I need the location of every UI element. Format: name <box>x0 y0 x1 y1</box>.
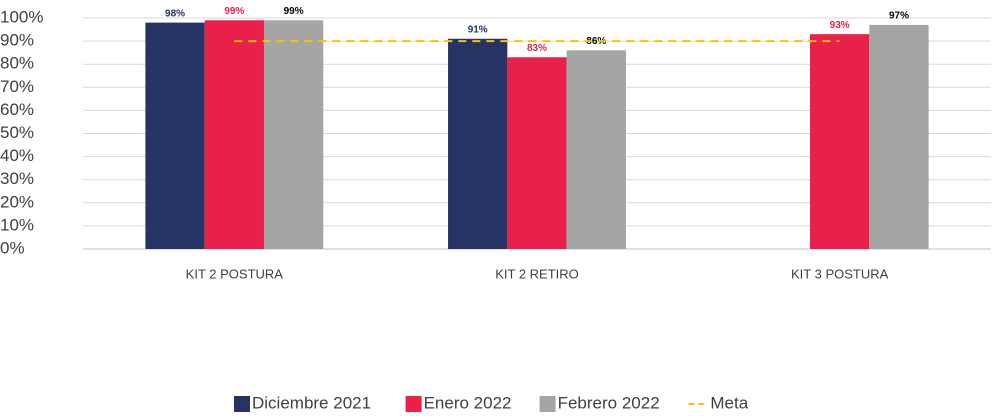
y-tick-label: 70% <box>0 77 34 96</box>
data-label: 86% <box>586 36 606 47</box>
bar <box>566 50 626 250</box>
bar <box>263 20 324 250</box>
data-label: 97% <box>889 11 909 22</box>
y-tick-label: 60% <box>0 100 34 119</box>
y-tick-label: 100% <box>0 7 43 26</box>
x-tick-label: KIT 2 POSTURA <box>186 266 284 281</box>
legend-swatch <box>405 396 422 412</box>
y-tick-label: 40% <box>0 146 34 165</box>
y-tick-label: 20% <box>0 192 34 211</box>
y-tick-label: 80% <box>0 54 34 73</box>
y-tick-label: 10% <box>0 215 34 234</box>
bar <box>145 22 205 250</box>
bar <box>448 38 508 249</box>
data-label: 93% <box>830 20 850 31</box>
data-label: 99% <box>284 6 304 17</box>
legend-label: Diciembre 2021 <box>252 393 371 412</box>
bar <box>204 20 264 250</box>
bar <box>869 24 929 250</box>
y-tick-label: 50% <box>0 123 34 142</box>
x-tick-label: KIT 2 RETIRO <box>495 266 579 281</box>
data-label: 99% <box>224 6 244 17</box>
data-label: 83% <box>527 43 547 54</box>
data-label: 98% <box>165 8 185 19</box>
x-tick-label: KIT 3 POSTURA <box>791 266 889 281</box>
bar <box>507 57 567 249</box>
legend-label: Meta <box>710 393 748 412</box>
legend-swatch <box>539 396 556 412</box>
bar <box>810 34 870 249</box>
legend-label: Febrero 2022 <box>558 393 660 412</box>
legend-label: Enero 2022 <box>424 393 512 412</box>
y-tick-label: 30% <box>0 169 34 188</box>
y-tick-label: 0% <box>0 238 25 257</box>
data-label: 91% <box>468 24 488 35</box>
y-tick-label: 90% <box>0 31 34 50</box>
legend-swatch <box>234 396 250 412</box>
